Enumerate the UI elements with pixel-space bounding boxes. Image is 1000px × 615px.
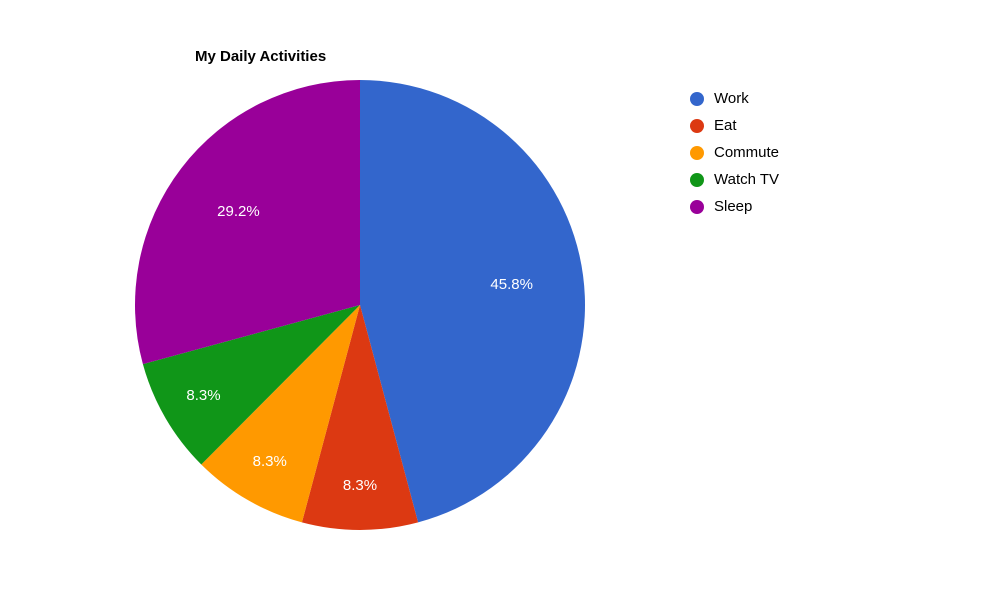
pie-slice-label: 29.2% [217,203,260,220]
legend-item[interactable]: Sleep [690,198,779,215]
pie-chart-container: My Daily Activities 45.8% 8.3% 8.3% 8.3% 29.… [0,0,1000,615]
legend-item[interactable]: Work [690,90,779,107]
legend-marker-icon [690,173,704,187]
pie-slice-label: 8.3% [253,453,287,470]
pie-slice-label: 8.3% [186,387,220,404]
legend-label: Watch TV [714,171,779,188]
legend-item[interactable]: Eat [690,117,779,134]
legend-marker-icon [690,92,704,106]
legend-label: Commute [714,144,779,161]
chart-title: My Daily Activities [195,48,326,65]
pie-slice-label: 45.8% [490,276,533,293]
legend-marker-icon [690,200,704,214]
legend-item[interactable]: Commute [690,144,779,161]
legend-label: Work [714,90,749,107]
chart-legend: Work Eat Commute Watch TV Sleep [690,90,779,215]
legend-label: Eat [714,117,737,134]
pie-slice-label: 8.3% [343,477,377,494]
legend-marker-icon [690,119,704,133]
legend-item[interactable]: Watch TV [690,171,779,188]
legend-marker-icon [690,146,704,160]
legend-label: Sleep [714,198,752,215]
pie-chart: 45.8% 8.3% 8.3% 8.3% 29.2% [135,80,585,530]
